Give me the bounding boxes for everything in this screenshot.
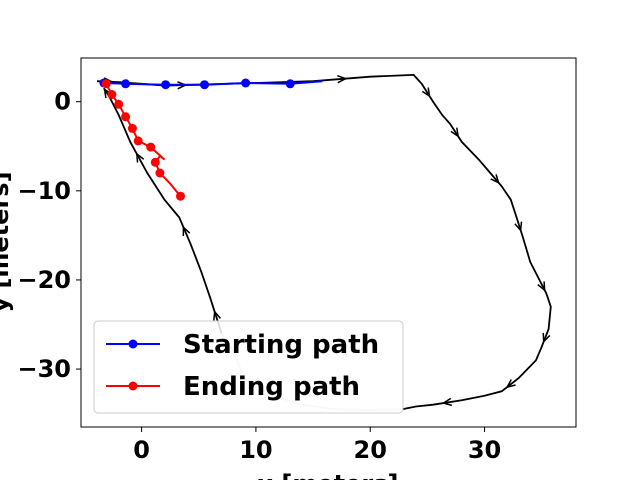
y-tick-label: −30 bbox=[17, 355, 71, 383]
series-point-starting bbox=[241, 78, 251, 88]
x-tick-label: 30 bbox=[468, 436, 501, 464]
series-point-starting bbox=[161, 80, 171, 90]
series-point-starting bbox=[285, 79, 295, 89]
trajectory-arrow bbox=[135, 152, 145, 163]
y-axis-label: y [meters] bbox=[0, 171, 14, 312]
x-axis-label: x [meters] bbox=[258, 470, 399, 480]
trajectory-layer bbox=[96, 73, 552, 411]
legend-marker-starting bbox=[128, 339, 138, 349]
y-tick-label: 0 bbox=[54, 88, 71, 116]
trajectory-line bbox=[96, 73, 552, 411]
legend-label-ending: Ending path bbox=[183, 372, 360, 402]
trajectory-arrow bbox=[490, 174, 500, 185]
series-point-ending bbox=[133, 136, 143, 146]
y-tick-label: −10 bbox=[17, 177, 71, 205]
trajectory-arrow bbox=[182, 225, 191, 236]
legend: Starting path Ending path bbox=[93, 320, 404, 414]
legend-marker-ending bbox=[128, 381, 138, 391]
series-point-ending bbox=[146, 142, 156, 152]
legend-box bbox=[93, 320, 404, 414]
series-point-starting bbox=[200, 80, 209, 90]
legend-label-starting: Starting path bbox=[183, 330, 379, 360]
trajectory-arrow bbox=[450, 127, 460, 138]
trajectory-arrow bbox=[537, 281, 546, 292]
trajectory-return-line bbox=[103, 87, 223, 334]
trajectory-arrow bbox=[505, 379, 516, 389]
x-tick-label: 20 bbox=[354, 436, 387, 464]
series-point-ending bbox=[155, 168, 165, 178]
trajectory-arrow bbox=[441, 397, 453, 407]
series-point-ending bbox=[176, 191, 185, 201]
trajectory-arrow bbox=[337, 75, 348, 84]
trajectory-arrow bbox=[542, 332, 551, 344]
trajectory-arrow bbox=[421, 87, 431, 98]
series-point-ending bbox=[107, 90, 117, 99]
tick-layer: 0 10 20 30 0 −10 −20 −30 bbox=[17, 88, 501, 464]
series-point-ending bbox=[121, 112, 131, 122]
series-point-ending bbox=[127, 123, 137, 133]
series-point-ending bbox=[114, 99, 124, 109]
trajectory-arrow bbox=[514, 221, 523, 233]
y-tick-label: −20 bbox=[17, 266, 71, 294]
series-point-ending bbox=[150, 157, 160, 167]
series-point-ending bbox=[101, 79, 111, 89]
trajectory-arrow bbox=[213, 310, 222, 321]
series-layer bbox=[99, 78, 323, 201]
series-point-starting bbox=[121, 79, 131, 89]
x-tick-label: 10 bbox=[239, 436, 272, 464]
x-tick-label: 0 bbox=[133, 436, 150, 464]
